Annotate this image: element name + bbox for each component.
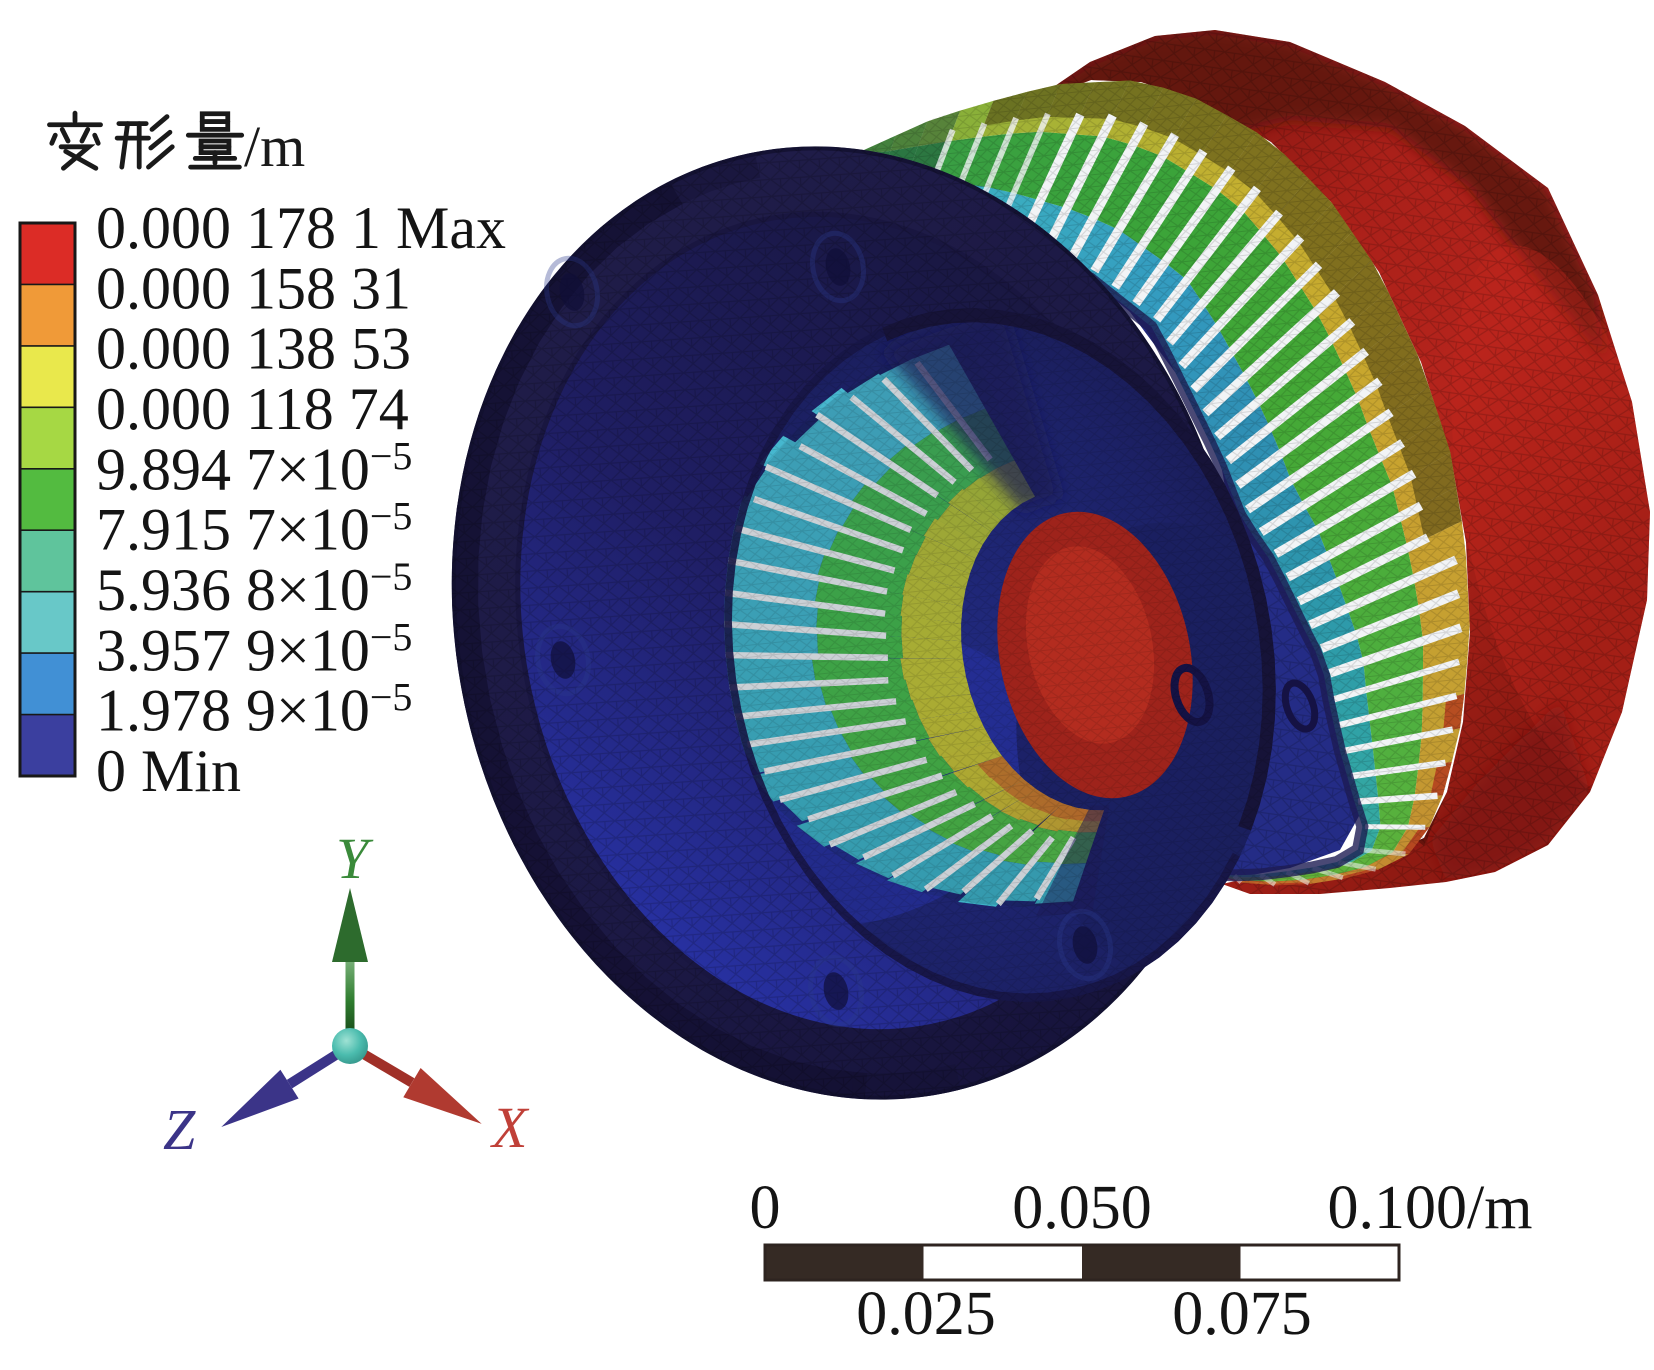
svg-text:9.894 7×10−5: 9.894 7×10−5: [96, 433, 412, 502]
svg-text:0: 0: [750, 1174, 781, 1242]
svg-text:Z: Z: [163, 1097, 196, 1162]
svg-text:5.936 8×10−5: 5.936 8×10−5: [96, 554, 412, 623]
svg-text:0.000 118 74: 0.000 118 74: [96, 376, 409, 442]
svg-text:Y: Y: [336, 826, 374, 891]
svg-text:0 Min: 0 Min: [96, 738, 241, 804]
svg-text:7.915 7×10−5: 7.915 7×10−5: [96, 494, 412, 563]
svg-text:0.000 178 1 Max: 0.000 178 1 Max: [96, 195, 506, 261]
svg-text:X: X: [490, 1095, 530, 1160]
svg-text:0.100/m: 0.100/m: [1328, 1174, 1533, 1242]
svg-text:3.957 9×10−5: 3.957 9×10−5: [96, 614, 412, 683]
svg-text:0.000 138 53: 0.000 138 53: [96, 316, 411, 382]
svg-text:1.978 9×10−5: 1.978 9×10−5: [96, 675, 412, 744]
svg-text:0.000 158 31: 0.000 158 31: [96, 255, 411, 321]
svg-text:0.050: 0.050: [1012, 1174, 1152, 1242]
svg-text:0.025: 0.025: [856, 1280, 996, 1348]
svg-text:0.075: 0.075: [1172, 1280, 1312, 1348]
svg-text:/m: /m: [244, 114, 305, 179]
